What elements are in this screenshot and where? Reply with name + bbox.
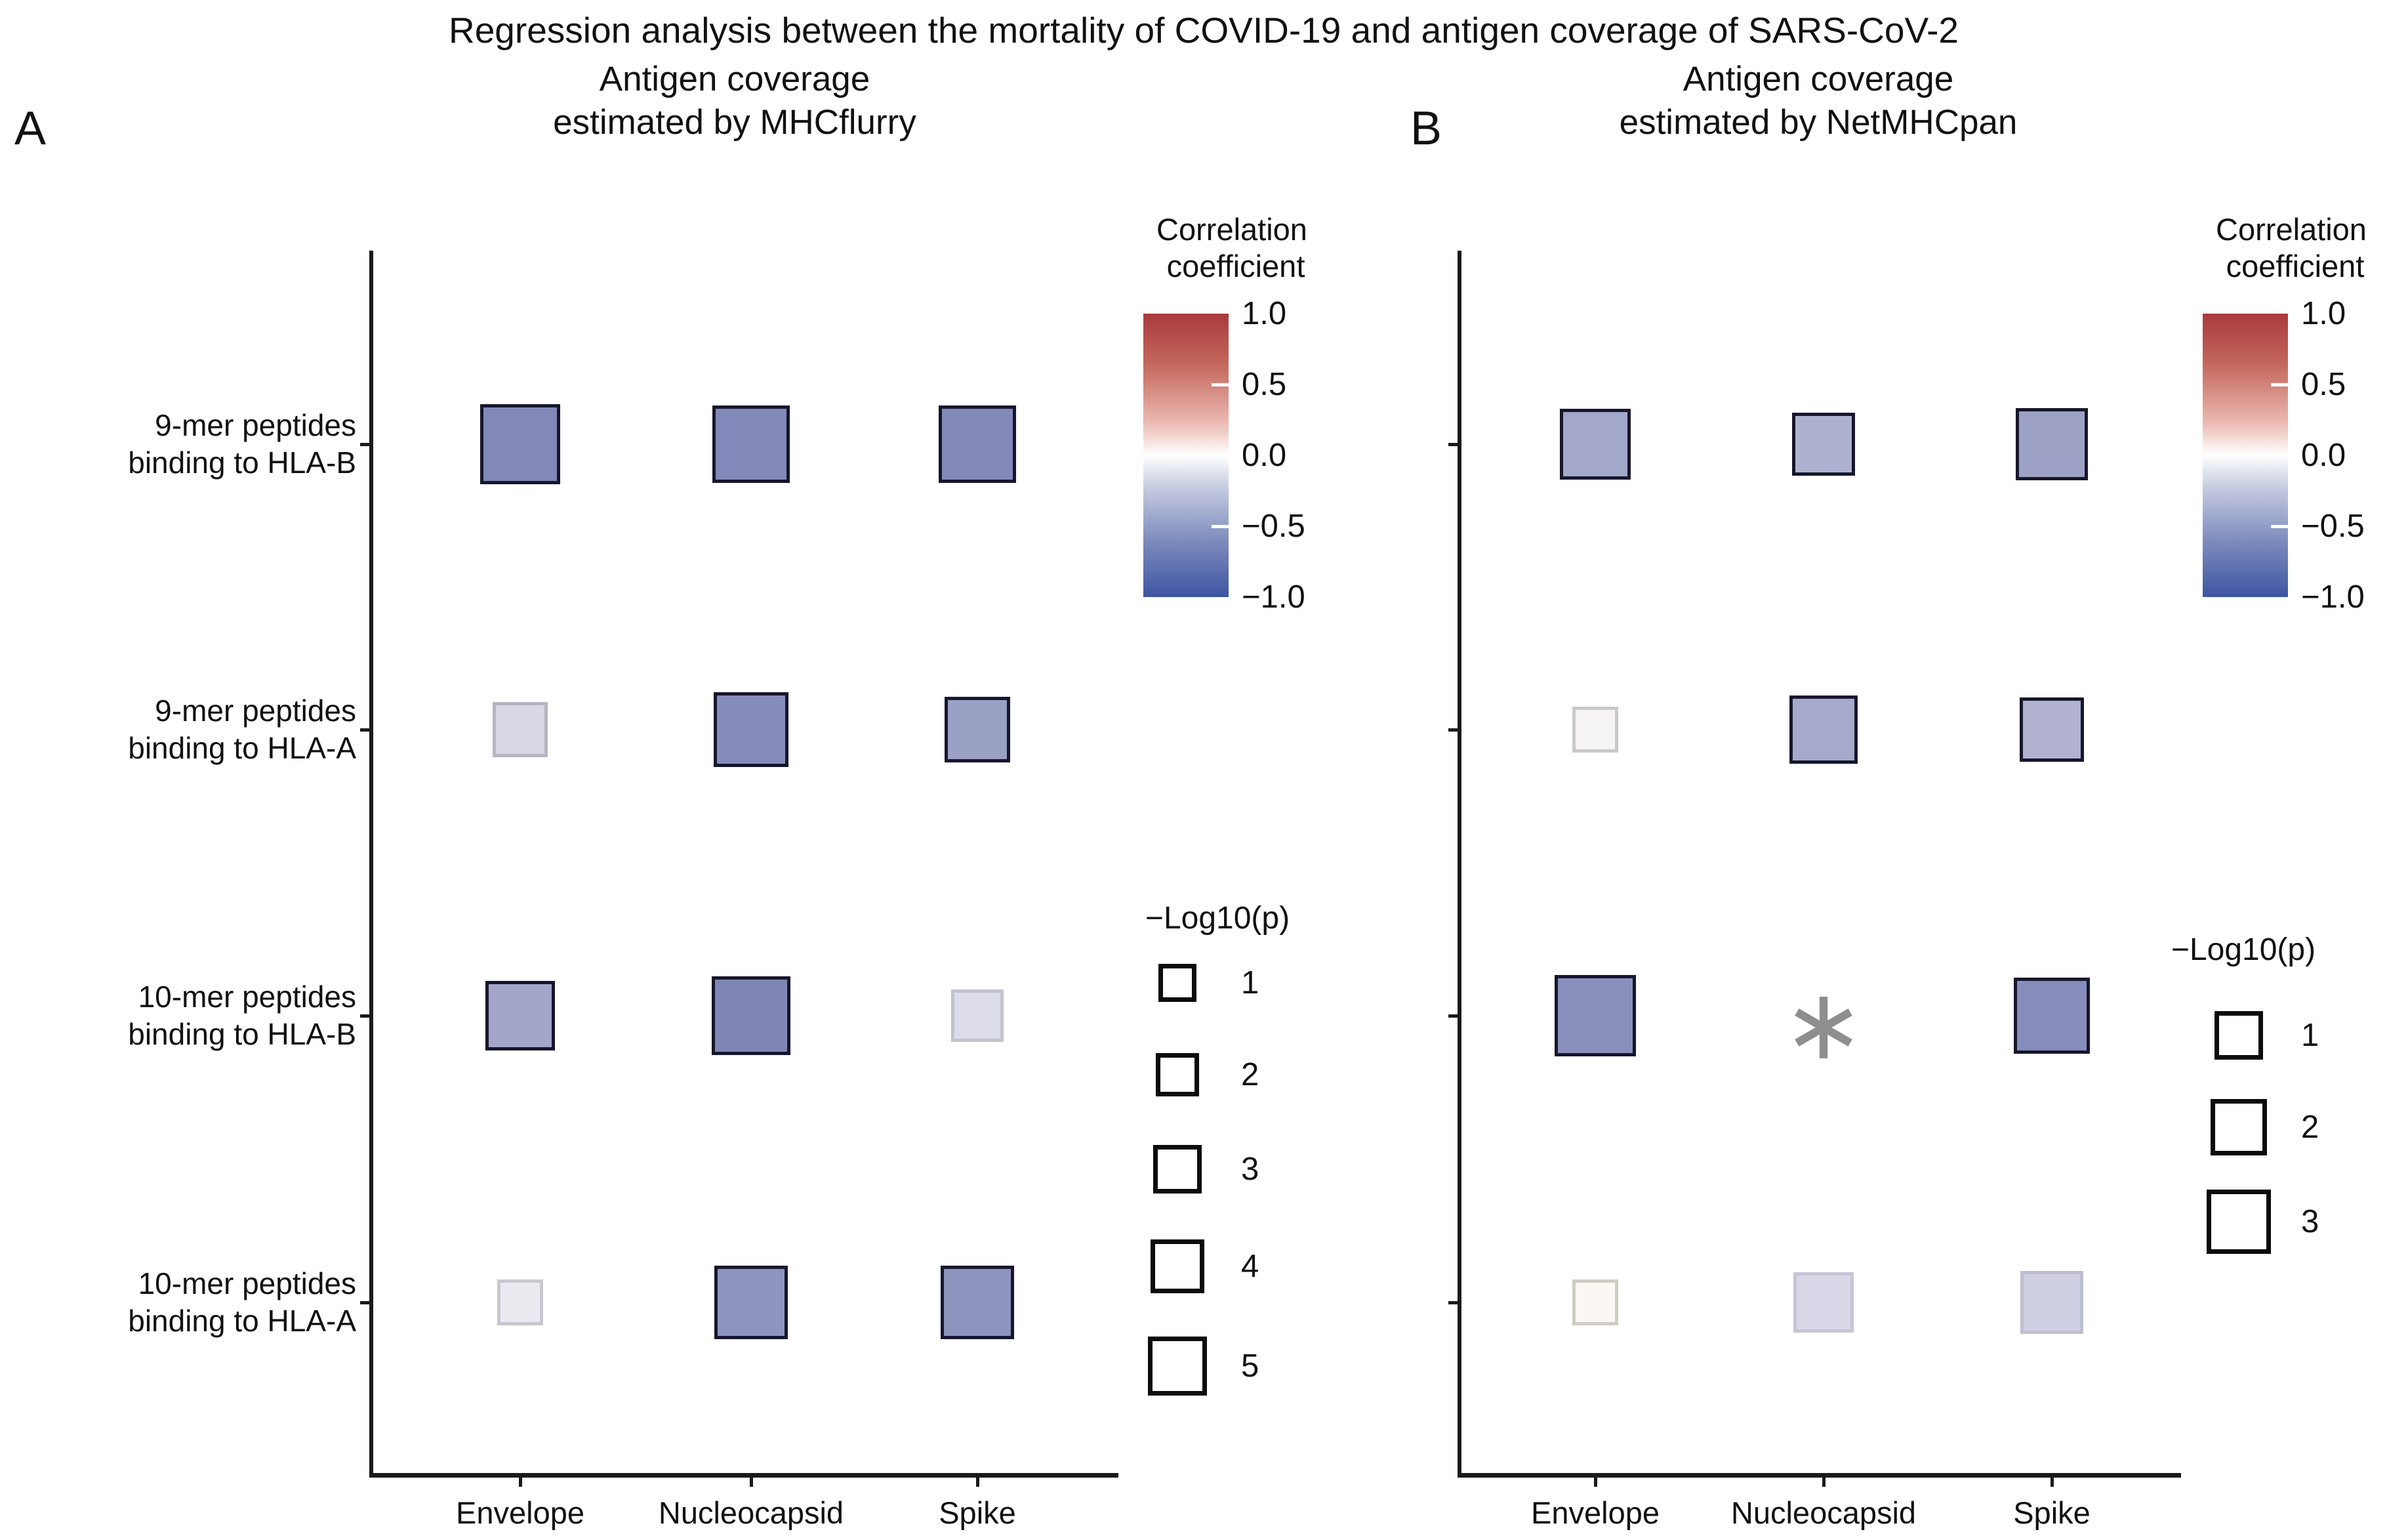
size-legend-square [1156,1053,1199,1096]
size-legend-square [1153,1145,1202,1194]
panel-b-title-line2: estimated by NetMHCpan [1619,103,2018,142]
y-axis-label: 10-mer peptides binding to HLA-A [128,1266,356,1338]
y-axis-tick [1448,443,1458,446]
y-axis-tick [360,728,369,732]
colorbar-b-title-line1: Correlation [2216,212,2367,247]
data-point-square [2014,978,2090,1054]
size-legend-value: 2 [1241,1057,1259,1092]
data-point-square [712,405,790,483]
y-axis-label: 9-mer peptides binding to HLA-B [128,408,356,480]
y-axis-label: 9-mer peptides binding to HLA-A [128,694,356,765]
x-axis-tick [750,1478,753,1487]
data-point-square [712,976,790,1055]
x-axis-tick [1594,1478,1597,1487]
x-axis-tick [1822,1478,1826,1487]
size-legend-square [1158,964,1196,1002]
x-axis-label: Spike [939,1495,1016,1530]
size-legend-value: 3 [2301,1204,2319,1239]
x-axis-tick [2051,1478,2054,1487]
size-legend-value: 5 [1241,1348,1259,1384]
size-legend-square [2207,1190,2271,1254]
size-legend-value: 1 [1241,965,1259,1001]
data-point-square [945,697,1010,762]
y-axis-tick [1448,728,1458,732]
size-legend-square [2211,1099,2267,1155]
y-axis-tick [1448,1014,1458,1018]
panel-a-letter: A [14,102,47,155]
y-axis-line [369,251,373,1473]
colorbar-b-title-line2: coefficient [2226,249,2365,283]
colorbar-tick-label: −1.0 [1242,579,1305,615]
data-point-square [2016,408,2088,480]
x-axis-label: Envelope [456,1495,584,1530]
colorbar-tick-label: 1.0 [1242,296,1287,331]
panel-a-title-line2: estimated by MHCflurry [553,103,916,142]
colorbar-tick-label: 0.5 [2301,367,2346,402]
data-point-square [497,1279,543,1325]
data-point-square [939,405,1016,483]
data-point-square [493,702,548,757]
data-point-square [1789,695,1858,764]
size-legend-value: 3 [1241,1152,1259,1187]
x-axis-label: Nucleocapsid [658,1495,844,1530]
size-legend-a-title: −Log10(p) [1145,901,1290,936]
y-axis-label: 10-mer peptides binding to HLA-B [128,980,356,1051]
data-point-square [714,692,788,767]
colorbar-tick-mark [2271,525,2288,528]
data-point-square [485,981,555,1050]
x-axis-tick [519,1478,522,1487]
data-point-square [951,989,1004,1042]
colorbar-gradient [1143,314,1229,597]
data-point-square [1560,409,1631,480]
size-legend-square [2214,1011,2263,1060]
x-axis-label: Envelope [1531,1495,1660,1530]
data-point-square [480,404,560,484]
size-legend-b-title: −Log10(p) [2171,932,2316,967]
data-point-square [2020,697,2084,762]
figure-title: Regression analysis between the mortalit… [448,10,1959,51]
x-axis-tick [976,1478,979,1487]
data-point-square [1793,1272,1854,1333]
x-axis-line [1458,1473,2181,1478]
y-axis-tick [1448,1301,1458,1304]
size-legend-square [1148,1337,1207,1396]
panel-a-title-line1: Antigen coverage [599,60,870,98]
size-legend-value: 4 [1241,1249,1259,1284]
colorbar-tick-mark [2271,383,2288,386]
size-legend-value: 2 [2301,1110,2319,1145]
data-point-square [1555,975,1636,1056]
colorbar-a-title-line1: Correlation [1156,212,1307,247]
colorbar-tick-label: 1.0 [2301,296,2346,331]
colorbar-tick-label: 0.0 [2301,438,2346,473]
colorbar-tick-label: 0.0 [1242,438,1287,473]
y-axis-line [1458,251,1461,1473]
data-point-square [1572,1279,1618,1325]
x-axis-line [369,1473,1118,1478]
data-point-square [2020,1271,2083,1334]
colorbar-gradient [2203,314,2288,597]
colorbar-tick-label: −0.5 [2301,509,2365,544]
x-axis-label: Nucleocapsid [1730,1495,1917,1530]
data-point-square [1572,707,1618,753]
panel-b-title-line1: Antigen coverage [1683,60,1954,98]
y-axis-tick [360,443,369,446]
colorbar-tick-label: 0.5 [1242,367,1287,402]
data-point-square [1792,413,1855,476]
colorbar-tick-label: −1.0 [2301,579,2365,615]
y-axis-tick [360,1014,369,1018]
size-legend-value: 1 [2301,1018,2319,1053]
y-axis-tick [360,1301,369,1304]
size-legend-square [1151,1239,1204,1293]
panel-b-letter: B [1410,102,1442,155]
colorbar-tick-mark [1212,525,1229,528]
data-point-square [714,1266,788,1339]
data-point-square [941,1266,1014,1339]
colorbar-tick-mark [1212,383,1229,386]
colorbar-tick-label: −0.5 [1242,509,1305,544]
colorbar-a-title-line2: coefficient [1166,249,1305,283]
x-axis-label: Spike [2013,1495,2091,1530]
